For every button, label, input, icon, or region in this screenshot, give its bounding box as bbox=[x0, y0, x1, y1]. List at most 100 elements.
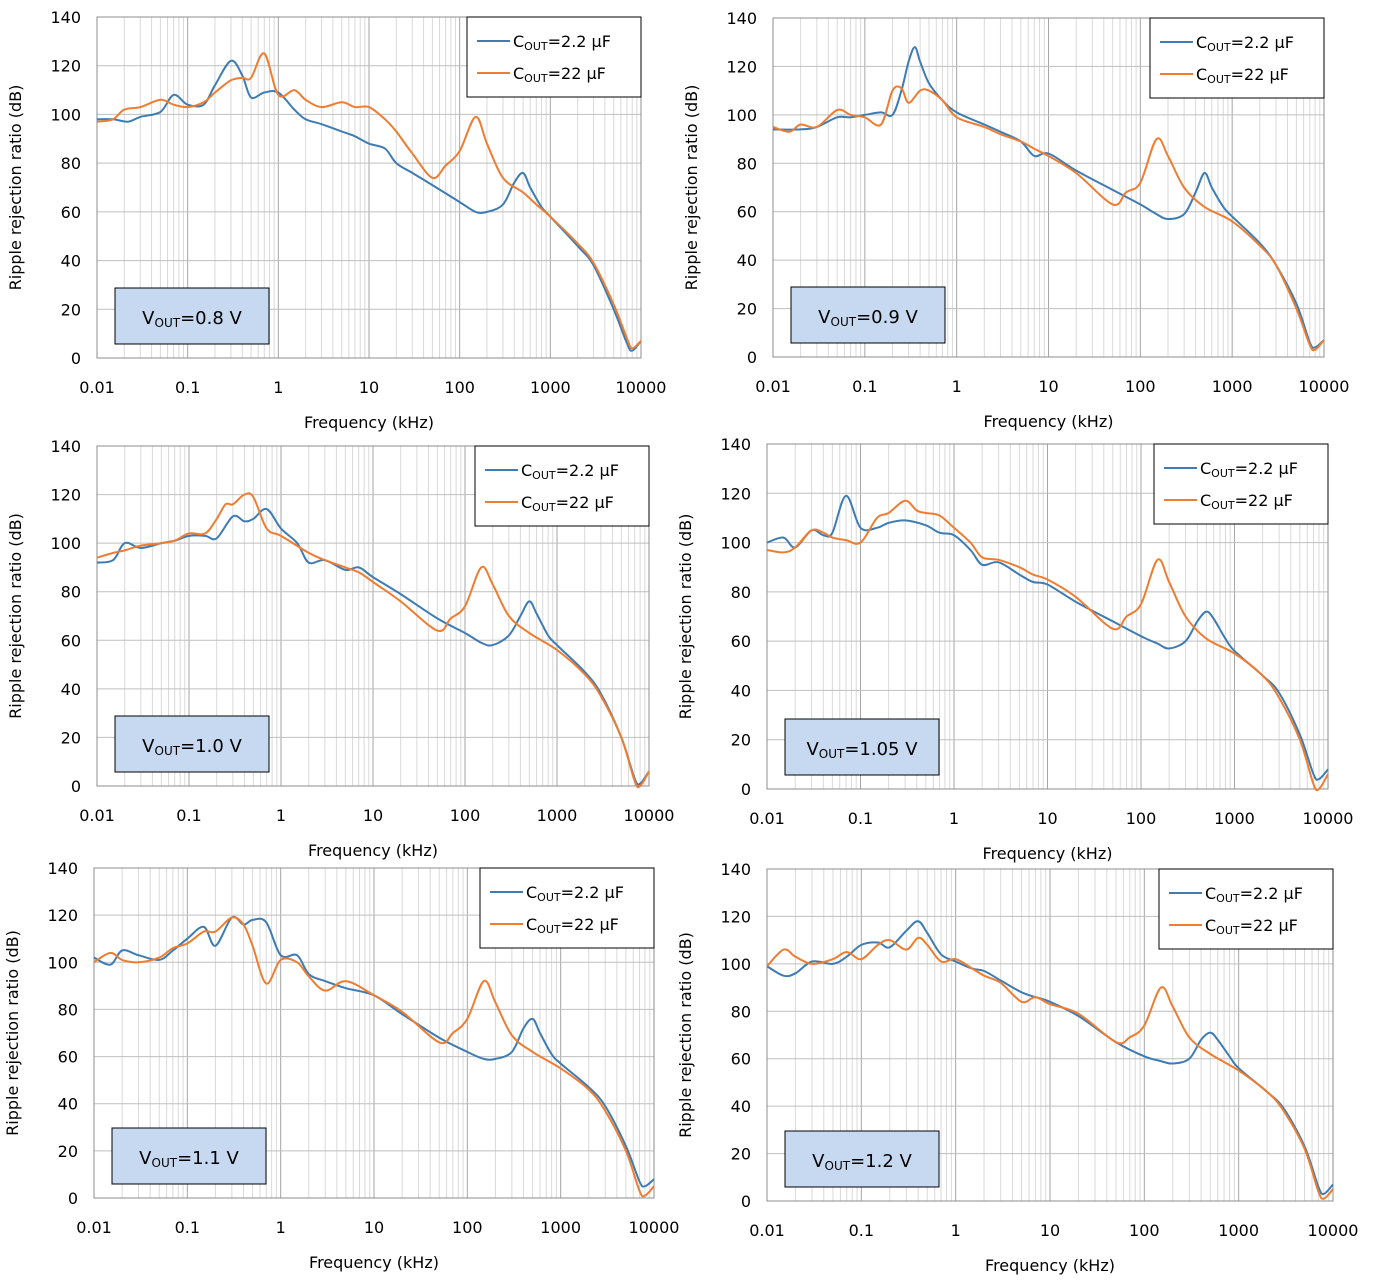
x-tick-label: 10 bbox=[359, 378, 379, 397]
x-tick-label: 10000 bbox=[616, 378, 667, 397]
y-axis-title: Ripple rejection ratio (dB) bbox=[676, 514, 695, 720]
x-axis-title: Frequency (kHz) bbox=[984, 412, 1114, 431]
x-tick-label: 1000 bbox=[1218, 1221, 1259, 1240]
legend-label: COUT=2.2 μF bbox=[513, 32, 611, 53]
y-tick-label: 80 bbox=[737, 154, 757, 173]
x-tick-label: 0.1 bbox=[852, 377, 877, 396]
y-tick-label: 80 bbox=[58, 1000, 78, 1019]
x-tick-label: 1000 bbox=[1214, 809, 1255, 828]
plot-area-border bbox=[96, 445, 650, 787]
y-tick-label: 20 bbox=[58, 1142, 78, 1161]
plot-area-border bbox=[766, 868, 1334, 1202]
annotation-label: VOUT=0.8 V bbox=[142, 308, 242, 330]
y-tick-label: 80 bbox=[731, 1002, 751, 1021]
y-tick-label: 140 bbox=[726, 9, 757, 28]
y-tick-label: 20 bbox=[731, 1145, 751, 1164]
legend-label: COUT=22 μF bbox=[1205, 916, 1298, 937]
legend-label: COUT=22 μF bbox=[1196, 65, 1289, 86]
x-tick-label: 1 bbox=[949, 809, 959, 828]
chart-panel-4: 0 20 40 60 80 100 120 140 0.01 0.1 1 10 100 1000 10000… bbox=[676, 435, 1353, 863]
y-tick-label: 0 bbox=[71, 349, 81, 368]
chart-panel-6: 0 20 40 60 80 100 120 140 0.01 0.1 1 10 100 1000 10000… bbox=[676, 860, 1358, 1275]
vout-annotation: VOUT=1.05 V bbox=[784, 718, 940, 776]
legend-box bbox=[479, 867, 655, 949]
x-axis-title: Frequency (kHz) bbox=[985, 1256, 1115, 1275]
x-tick-label: 100 bbox=[450, 806, 481, 825]
y-tick-label: 80 bbox=[61, 154, 81, 173]
y-tick-label: 100 bbox=[47, 953, 78, 972]
x-axis-title: Frequency (kHz) bbox=[308, 841, 438, 860]
x-tick-label: 1000 bbox=[537, 806, 578, 825]
annotation-label: VOUT=1.0 V bbox=[142, 736, 242, 758]
y-axis-title: Ripple rejection ratio (dB) bbox=[6, 85, 25, 291]
legend-label: COUT=2.2 μF bbox=[1205, 884, 1303, 905]
x-tick-label: 100 bbox=[1125, 377, 1156, 396]
y-tick-label: 120 bbox=[726, 57, 757, 76]
plot-area-border bbox=[96, 16, 642, 359]
annotation-label: VOUT=1.1 V bbox=[139, 1148, 239, 1170]
legend: COUT=2.2 μF COUT=22 μF bbox=[466, 16, 642, 98]
series-line-1 bbox=[766, 494, 1329, 781]
annotation-box bbox=[114, 715, 270, 773]
y-tick-label: 20 bbox=[737, 300, 757, 319]
y-tick-label: 100 bbox=[50, 534, 81, 553]
y-tick-label: 80 bbox=[731, 583, 751, 602]
y-tick-label: 100 bbox=[726, 106, 757, 125]
y-tick-label: 40 bbox=[61, 252, 81, 271]
x-tick-label: 1 bbox=[273, 378, 283, 397]
series-line-2 bbox=[96, 492, 650, 789]
x-tick-label: 10000 bbox=[624, 806, 675, 825]
legend-box bbox=[1153, 443, 1329, 525]
y-tick-label: 0 bbox=[68, 1189, 78, 1208]
annotation-label: VOUT=1.05 V bbox=[806, 739, 918, 761]
x-tick-label: 1 bbox=[276, 806, 286, 825]
plot-area-border bbox=[766, 443, 1329, 790]
x-axis-title: Frequency (kHz) bbox=[983, 844, 1113, 863]
x-tick-label: 0.1 bbox=[176, 806, 201, 825]
y-tick-label: 40 bbox=[61, 680, 81, 699]
x-tick-label: 10000 bbox=[1299, 377, 1350, 396]
plot-area-border bbox=[772, 17, 1325, 358]
annotation-box bbox=[111, 1127, 267, 1185]
x-tick-label: 10 bbox=[1040, 1221, 1060, 1240]
x-tick-label: 10000 bbox=[1308, 1221, 1359, 1240]
y-tick-label: 100 bbox=[720, 534, 751, 553]
y-axis-title: Ripple rejection ratio (dB) bbox=[3, 930, 22, 1136]
x-tick-label: 1 bbox=[276, 1218, 286, 1237]
y-tick-label: 100 bbox=[50, 105, 81, 124]
legend-label: COUT=22 μF bbox=[521, 493, 614, 514]
chart-panel-2: 0 20 40 60 80 100 120 140 0.01 0.1 1 10 100 1000 10000… bbox=[682, 9, 1349, 431]
x-tick-label: 0.01 bbox=[79, 378, 115, 397]
legend: COUT=2.2 μF COUT=22 μF bbox=[1153, 443, 1329, 525]
y-tick-label: 20 bbox=[61, 300, 81, 319]
y-tick-label: 140 bbox=[720, 435, 751, 454]
vout-annotation: VOUT=0.9 V bbox=[790, 286, 946, 344]
plot-area-border bbox=[93, 867, 655, 1199]
x-tick-label: 0.1 bbox=[849, 1221, 874, 1240]
annotation-box bbox=[790, 286, 946, 344]
y-tick-label: 0 bbox=[741, 1192, 751, 1211]
series-line-1 bbox=[93, 915, 655, 1188]
y-tick-label: 0 bbox=[71, 777, 81, 796]
y-axis-title: Ripple rejection ratio (dB) bbox=[682, 85, 701, 291]
annotation-label: VOUT=1.2 V bbox=[812, 1151, 912, 1173]
y-tick-label: 140 bbox=[50, 437, 81, 456]
y-tick-label: 100 bbox=[720, 955, 751, 974]
x-tick-label: 0.01 bbox=[749, 809, 785, 828]
y-axis-title: Ripple rejection ratio (dB) bbox=[6, 513, 25, 719]
x-tick-label: 100 bbox=[1129, 1221, 1160, 1240]
x-tick-label: 0.1 bbox=[175, 1218, 200, 1237]
y-tick-label: 140 bbox=[720, 860, 751, 879]
legend-label: COUT=2.2 μF bbox=[521, 461, 619, 482]
chart-panel-1: 0 20 40 60 80 100 120 140 0.01 0.1 1 10 100 1000 10000… bbox=[6, 8, 666, 432]
y-tick-label: 80 bbox=[61, 583, 81, 602]
y-tick-label: 20 bbox=[61, 728, 81, 747]
x-axis-title: Frequency (kHz) bbox=[304, 413, 434, 432]
x-tick-label: 1000 bbox=[530, 378, 571, 397]
annotation-box bbox=[784, 718, 940, 776]
x-tick-label: 10 bbox=[363, 806, 383, 825]
series-line-1 bbox=[772, 46, 1325, 349]
x-tick-label: 1000 bbox=[1212, 377, 1253, 396]
y-tick-label: 40 bbox=[731, 1097, 751, 1116]
